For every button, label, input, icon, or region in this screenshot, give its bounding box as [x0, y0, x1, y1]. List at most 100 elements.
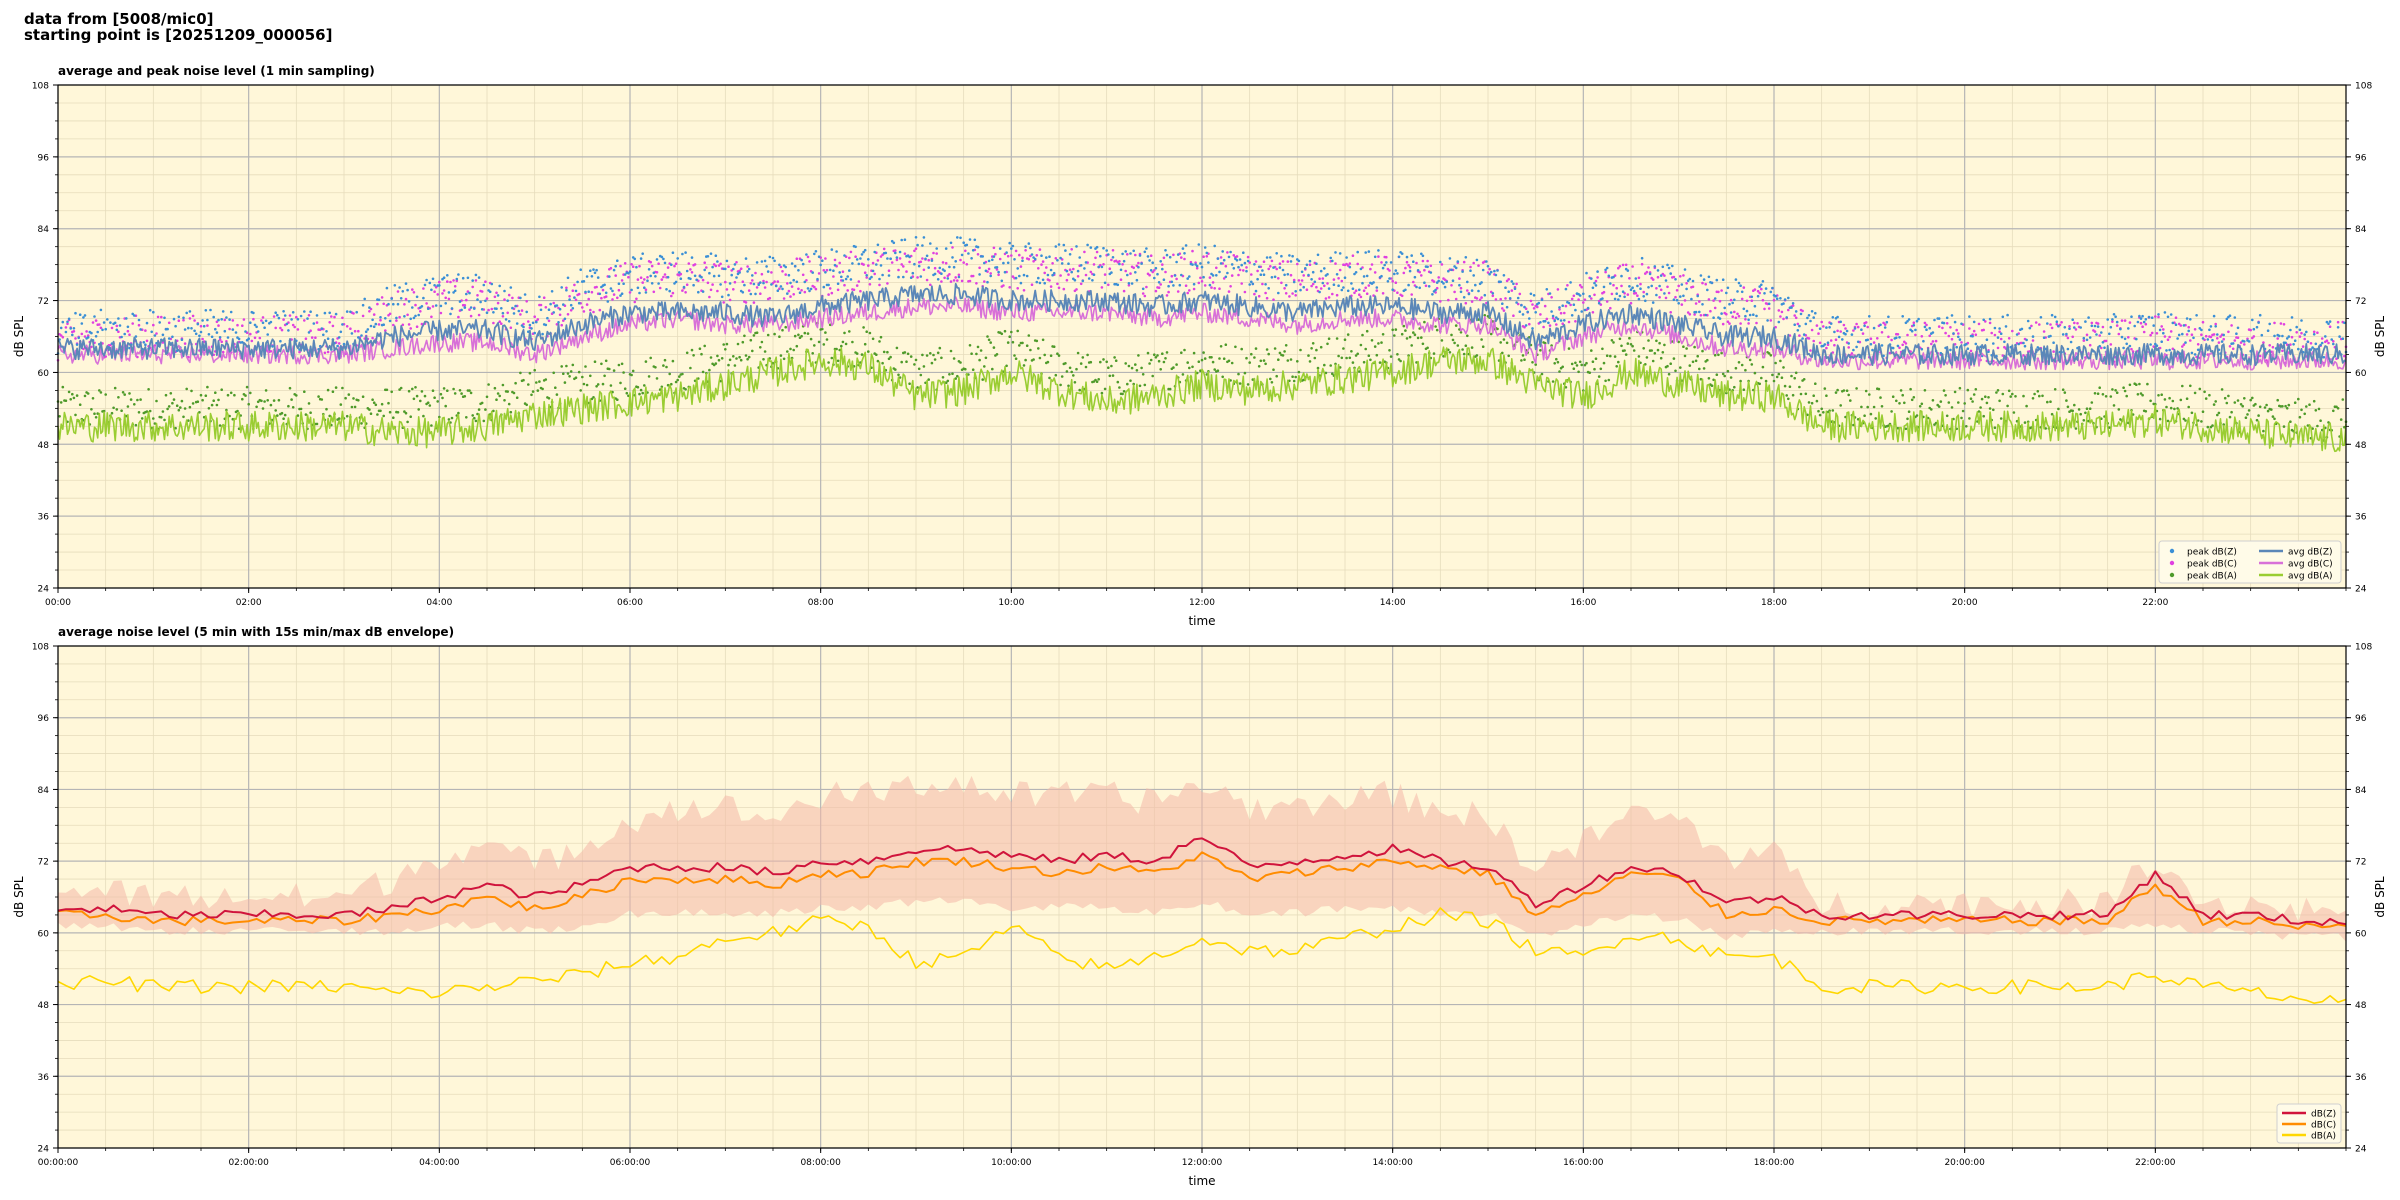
peak-point [2104, 395, 2108, 398]
peak-point [433, 396, 436, 400]
x-tick-label: 10:00 [998, 598, 1024, 608]
peak-point [1453, 290, 1456, 294]
peak-point [960, 253, 964, 257]
peak-point [131, 322, 134, 325]
peak-point [1151, 374, 1154, 378]
peak-point [662, 364, 665, 367]
peak-point [1250, 273, 1253, 276]
peak-point [1410, 344, 1413, 347]
peak-point [1572, 367, 1576, 371]
peak-point [681, 372, 684, 376]
peak-point [371, 318, 374, 322]
peak-point [868, 283, 872, 286]
peak-point [201, 398, 204, 402]
peak-point [177, 319, 181, 323]
peak-point [152, 323, 155, 327]
peak-point [693, 263, 697, 266]
peak-point [1383, 263, 1386, 267]
peak-point [1141, 287, 1145, 291]
peak-point [1434, 325, 1437, 328]
peak-point [1199, 369, 1202, 373]
peak-point [1523, 305, 1526, 309]
peak-point [2049, 334, 2052, 338]
peak-point [1359, 267, 1363, 271]
peak-point [690, 348, 694, 352]
peak-point [401, 323, 405, 327]
y-tick-label: 84 [38, 225, 50, 235]
peak-point [1394, 281, 1398, 285]
chart-title: average and peak noise level (1 min samp… [58, 64, 375, 78]
y-tick-label: 24 [2355, 585, 2367, 595]
peak-point [1240, 347, 1243, 351]
peak-point [1461, 348, 1464, 351]
peak-point [1229, 250, 1232, 254]
peak-point [967, 252, 970, 255]
peak-point [1958, 338, 1962, 341]
peak-point [1016, 287, 1019, 290]
peak-point [1542, 325, 1545, 329]
peak-point [525, 403, 528, 407]
peak-point [738, 355, 741, 359]
peak-point [1286, 260, 1290, 263]
peak-point [1850, 352, 1854, 355]
peak-point [1327, 337, 1331, 341]
peak-point [644, 360, 648, 363]
peak-point [399, 297, 403, 300]
peak-point [1218, 287, 1221, 291]
peak-point [1491, 294, 1495, 298]
peak-point [291, 406, 295, 409]
peak-point [604, 291, 608, 295]
peak-point [1942, 321, 1946, 325]
peak-point [1729, 311, 1733, 314]
peak-point [654, 275, 657, 278]
peak-point [474, 273, 478, 277]
peak-point [1272, 298, 1275, 302]
peak-point [1092, 273, 1096, 277]
peak-point [1578, 360, 1582, 364]
peak-point [995, 266, 999, 269]
peak-point [1645, 270, 1649, 274]
peak-point [2149, 333, 2152, 337]
peak-point [223, 329, 227, 333]
peak-point [830, 291, 834, 295]
peak-point [547, 319, 551, 323]
peak-point [1076, 269, 1080, 273]
peak-point [1561, 304, 1564, 308]
peak-point [1767, 352, 1771, 355]
y-tick-label: 24 [38, 585, 50, 595]
peak-point [913, 363, 916, 366]
peak-point [562, 372, 565, 376]
peak-point [328, 414, 332, 418]
peak-point [787, 273, 791, 277]
peak-point [1323, 363, 1326, 367]
peak-point [1864, 321, 1868, 324]
peak-point [411, 387, 414, 391]
peak-point [546, 316, 549, 320]
peak-point [944, 381, 948, 385]
peak-point [940, 356, 943, 360]
peak-point [215, 403, 219, 407]
peak-point [1008, 286, 1011, 289]
peak-point [732, 267, 735, 271]
peak-point [1839, 404, 1842, 407]
peak-point [1864, 389, 1868, 393]
peak-point [1346, 289, 1350, 293]
peak-point [1699, 377, 1703, 381]
peak-point [976, 245, 980, 249]
peak-point [415, 394, 419, 398]
peak-point [676, 378, 679, 382]
peak-point [1601, 347, 1604, 351]
peak-point [1588, 295, 1591, 298]
peak-point [201, 337, 204, 341]
peak-point [1597, 375, 1601, 378]
peak-point [948, 373, 951, 376]
peak-point [1831, 409, 1835, 412]
peak-point [1469, 265, 1472, 269]
peak-point [746, 270, 749, 273]
peak-point [1162, 278, 1166, 282]
peak-point [158, 321, 161, 324]
peak-point [1944, 394, 1947, 397]
peak-point [1420, 274, 1423, 277]
peak-point [1011, 340, 1015, 344]
peak-point [1721, 278, 1725, 282]
